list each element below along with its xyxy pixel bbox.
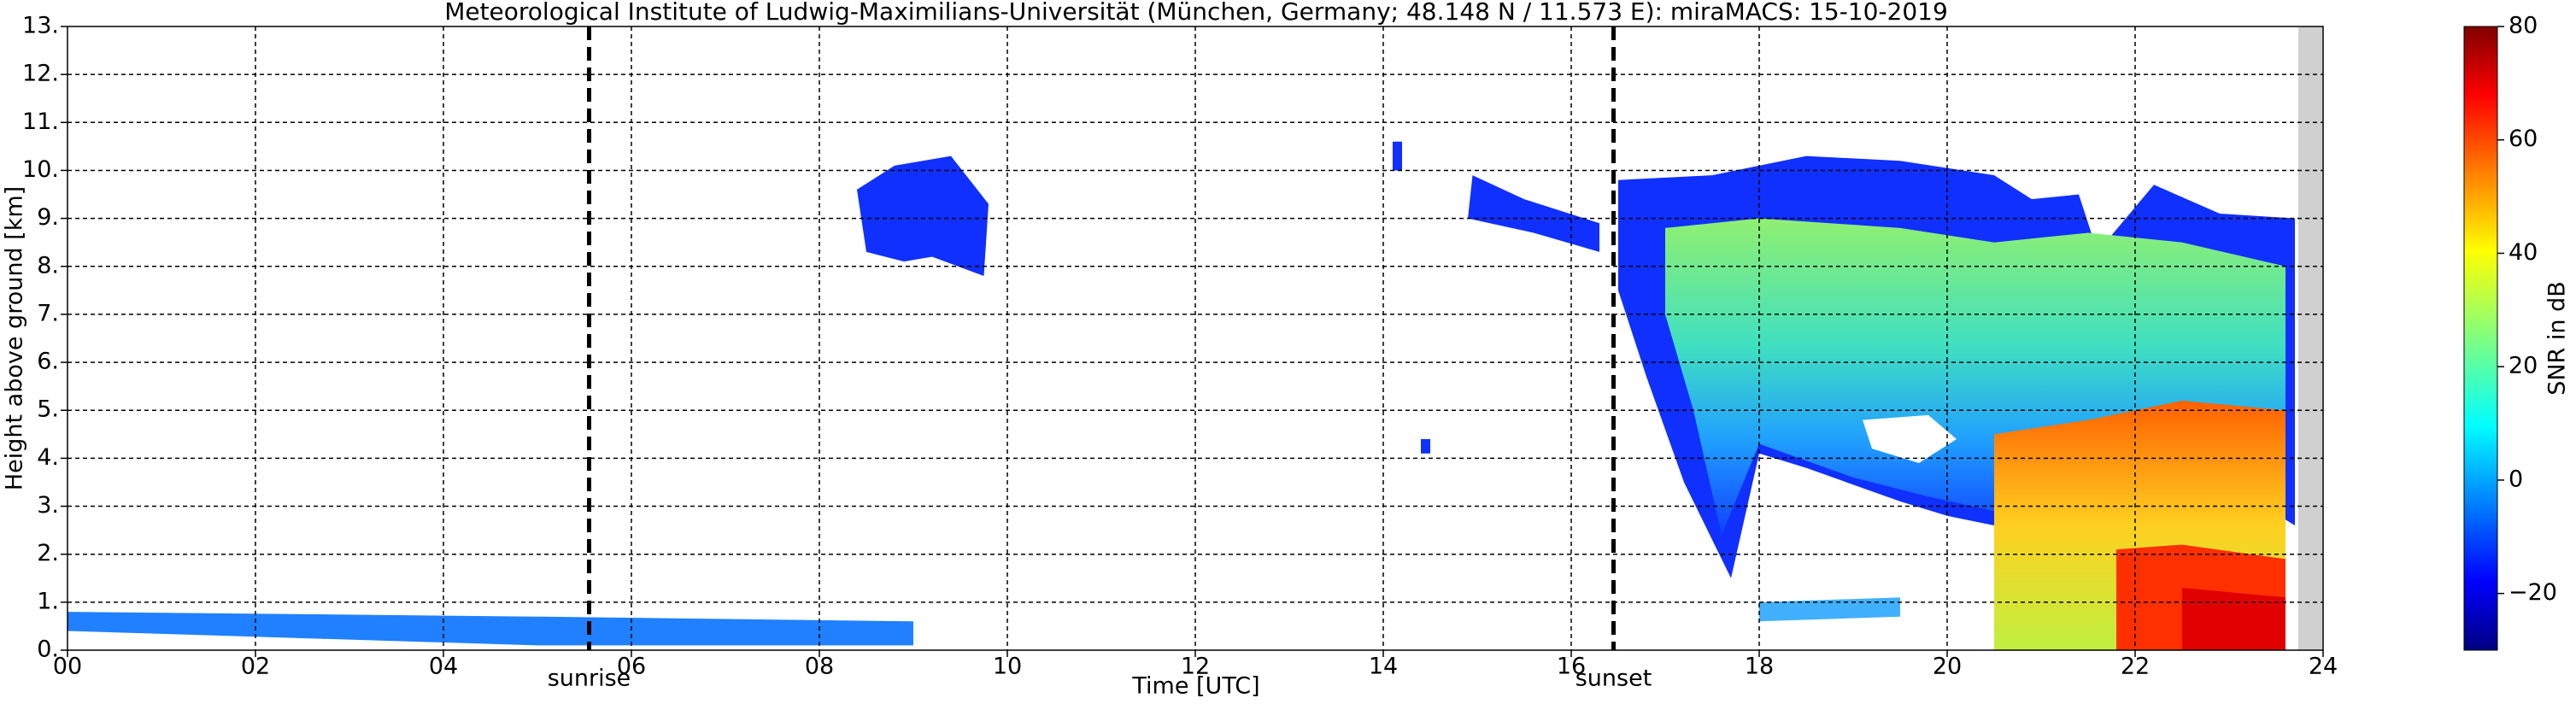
- x-tick-label: 18: [1745, 654, 1774, 680]
- y-tick-label: 8.: [37, 252, 59, 279]
- x-tick-label: 16: [1557, 654, 1586, 680]
- y-tick-label: 10.: [22, 156, 59, 183]
- radar-echo: [67, 141, 2295, 650]
- y-tick-label: 11.: [22, 109, 59, 135]
- colorbar-label: SNR in dB: [2544, 281, 2571, 396]
- y-tick-label: 4.: [37, 444, 59, 471]
- x-tick-label: 12: [1181, 654, 1210, 680]
- chart-title: Meteorological Institute of Ludwig-Maxim…: [444, 0, 1948, 26]
- x-axis-label: Time [UTC]: [1131, 673, 1259, 700]
- plot-frame: [67, 26, 2324, 651]
- y-tick-label: 13.: [22, 13, 59, 39]
- x-tick-label: 04: [429, 654, 458, 680]
- y-tick-label: 6.: [37, 349, 59, 375]
- x-tick-label: 14: [1369, 654, 1398, 680]
- y-tick-label: 12.: [22, 61, 59, 87]
- x-tick-label: 02: [241, 654, 270, 680]
- no-data-band: [2298, 26, 2323, 650]
- colorbar: [2463, 26, 2498, 651]
- colorbar-tick-label: −20: [2509, 579, 2557, 606]
- y-tick-label: 2.: [37, 540, 59, 566]
- colorbar-tick-label: 80: [2509, 13, 2538, 39]
- y-tick-label: 3.: [37, 492, 59, 519]
- y-tick-label: 5.: [37, 396, 59, 423]
- x-tick-label: 00: [53, 654, 82, 680]
- x-tick-label: 24: [2309, 654, 2338, 680]
- y-tick-label: 7.: [37, 300, 59, 326]
- colorbar-tick-label: 40: [2509, 239, 2538, 266]
- x-tick-label: 10: [993, 654, 1022, 680]
- colorbar-tick-label: 0: [2509, 466, 2523, 492]
- event-label: sunset: [1576, 666, 1652, 692]
- x-tick-label: 22: [2121, 654, 2150, 680]
- y-tick-label: 0.: [37, 637, 59, 663]
- x-tick-label: 20: [1933, 654, 1962, 680]
- colorbar-tick-label: 60: [2509, 126, 2538, 152]
- colorbar-tick-label: 20: [2509, 353, 2538, 379]
- y-tick-label: 1.: [37, 588, 59, 614]
- x-tick-label: 06: [617, 654, 646, 680]
- y-tick-label: 9.: [37, 204, 59, 231]
- x-tick-label: 08: [805, 654, 834, 680]
- y-axis-label: Height above ground [km]: [2, 186, 28, 490]
- event-label: sunrise: [548, 666, 631, 692]
